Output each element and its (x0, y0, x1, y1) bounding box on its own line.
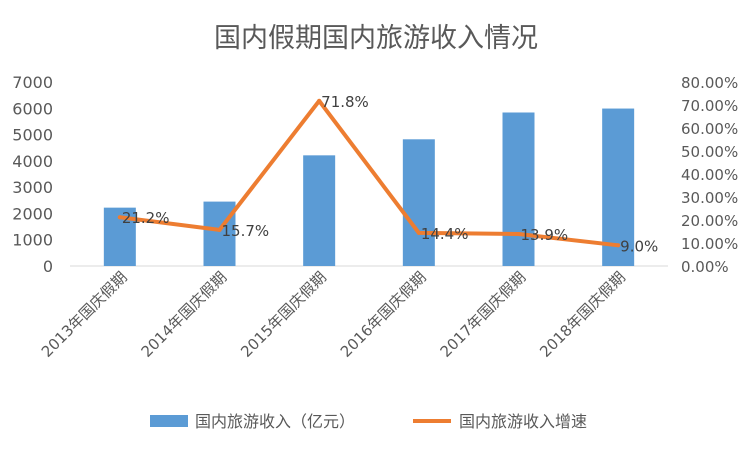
data-label: 71.8% (321, 93, 369, 111)
y-left-tick-label: 5000 (12, 126, 53, 145)
y-right-tick-label: 30.00% (681, 189, 738, 207)
line-point (117, 215, 122, 220)
y-left-tick-label: 1000 (12, 231, 53, 250)
y-left-tick-label: 3000 (12, 178, 53, 197)
y-right-tick-label: 50.00% (681, 143, 738, 161)
legend-swatch-bar (150, 415, 188, 427)
y-right-tick-label: 70.00% (681, 97, 738, 115)
line-point (616, 243, 621, 248)
y-left-tick-label: 2000 (12, 204, 53, 223)
bar (602, 108, 635, 266)
bar (502, 112, 535, 267)
data-label: 9.0% (620, 237, 658, 255)
y-right-tick-label: 80.00% (681, 74, 738, 92)
y-left-tick-label: 0 (43, 257, 53, 276)
line-point (217, 227, 222, 232)
chart-title: 国内假期国内旅游收入情况 (214, 23, 538, 54)
y-right-tick-label: 0.00% (681, 258, 729, 276)
line-point (516, 232, 521, 237)
bar (303, 155, 336, 266)
x-tick-label: 2015年国庆假期 (237, 268, 330, 361)
x-tick-label: 2016年国庆假期 (337, 268, 430, 361)
y-left-tick-label: 6000 (12, 99, 53, 118)
y-right-tick-label: 40.00% (681, 166, 738, 184)
y-right-tick-label: 10.00% (681, 235, 738, 253)
data-label: 15.7% (222, 222, 270, 240)
legend-label-bar: 国内旅游收入（亿元） (195, 412, 355, 431)
data-label: 14.4% (421, 225, 469, 243)
x-tick-label: 2017年国庆假期 (437, 268, 530, 361)
y-right-tick-label: 20.00% (681, 212, 738, 230)
x-tick-label: 2013年国庆假期 (38, 268, 131, 361)
y-left-tick-label: 4000 (12, 152, 53, 171)
x-tick-label: 2018年国庆假期 (536, 268, 629, 361)
bar (203, 201, 236, 266)
bar (402, 139, 435, 266)
line-point (416, 230, 421, 235)
line-point (317, 98, 322, 103)
legend-label-line: 国内旅游收入增速 (459, 412, 587, 431)
y-right-tick-label: 60.00% (681, 120, 738, 138)
x-tick-label: 2014年国庆假期 (138, 268, 231, 361)
data-label: 13.9% (521, 226, 569, 244)
data-label: 21.2% (122, 209, 170, 227)
y-left-tick-label: 7000 (12, 73, 53, 92)
growth-line (117, 98, 621, 248)
